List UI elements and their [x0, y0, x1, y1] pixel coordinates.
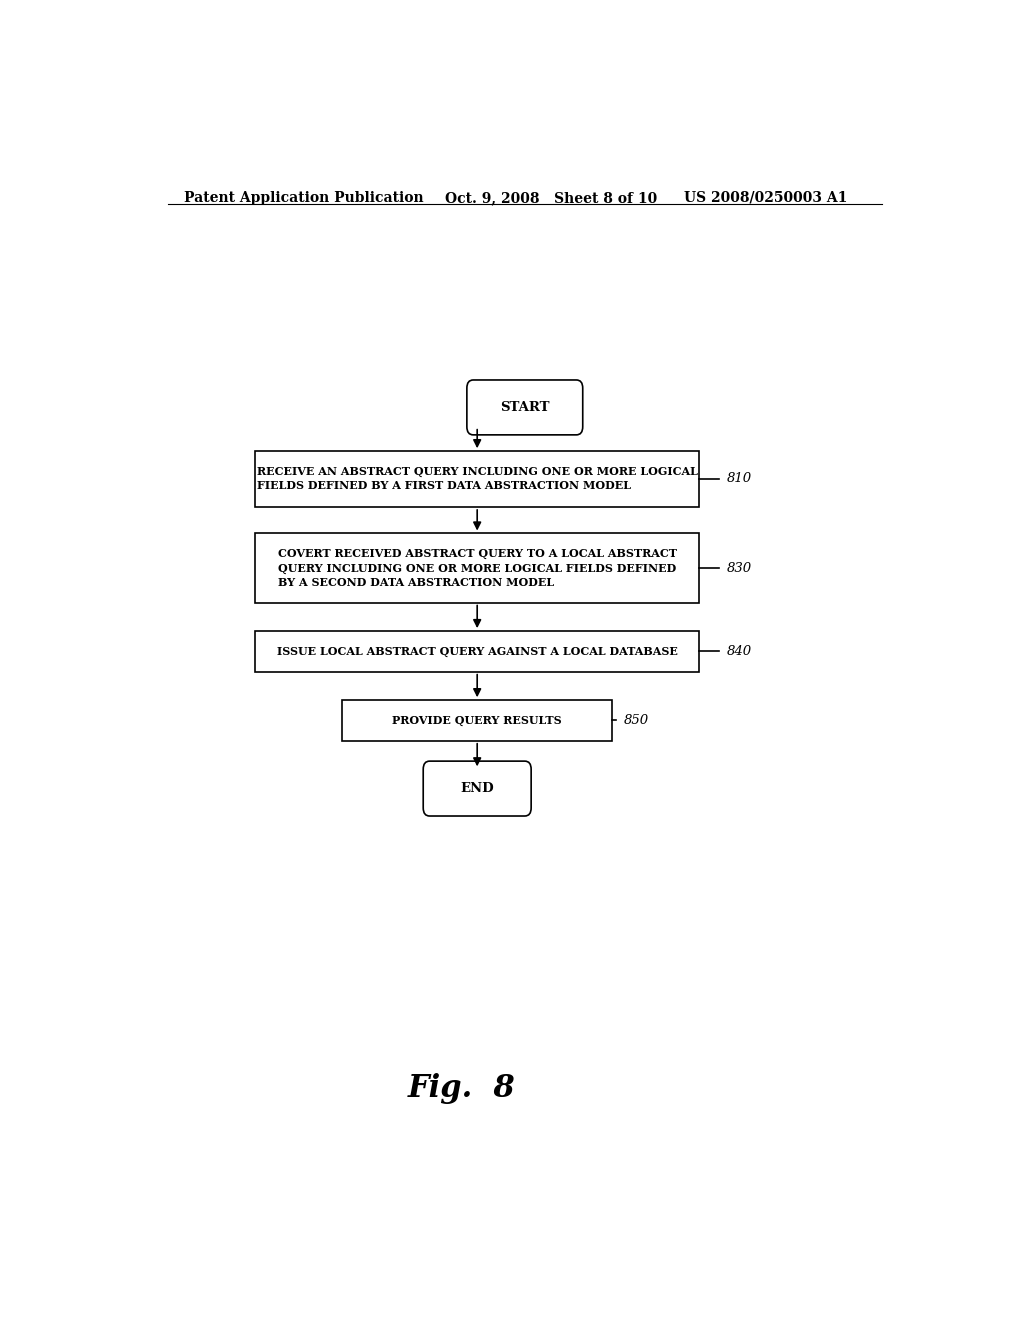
Text: START: START — [500, 401, 550, 414]
Text: Oct. 9, 2008   Sheet 8 of 10: Oct. 9, 2008 Sheet 8 of 10 — [445, 191, 657, 205]
Text: 810: 810 — [727, 473, 753, 484]
Text: 840: 840 — [727, 645, 753, 657]
FancyBboxPatch shape — [423, 762, 531, 816]
Text: 830: 830 — [727, 561, 753, 574]
Text: RECEIVE AN ABSTRACT QUERY INCLUDING ONE OR MORE LOGICAL
FIELDS DEFINED BY A FIRS: RECEIVE AN ABSTRACT QUERY INCLUDING ONE … — [257, 466, 697, 491]
Text: END: END — [461, 781, 494, 795]
FancyBboxPatch shape — [255, 533, 699, 602]
Text: US 2008/0250003 A1: US 2008/0250003 A1 — [684, 191, 847, 205]
Text: PROVIDE QUERY RESULTS: PROVIDE QUERY RESULTS — [392, 715, 562, 726]
Text: Patent Application Publication: Patent Application Publication — [183, 191, 423, 205]
Text: Fig.  8: Fig. 8 — [408, 1073, 515, 1104]
Text: 850: 850 — [624, 714, 649, 727]
FancyBboxPatch shape — [255, 631, 699, 672]
Text: COVERT RECEIVED ABSTRACT QUERY TO A LOCAL ABSTRACT
QUERY INCLUDING ONE OR MORE L: COVERT RECEIVED ABSTRACT QUERY TO A LOCA… — [278, 548, 677, 589]
FancyBboxPatch shape — [342, 700, 612, 741]
FancyBboxPatch shape — [467, 380, 583, 434]
FancyBboxPatch shape — [255, 450, 699, 507]
Text: ISSUE LOCAL ABSTRACT QUERY AGAINST A LOCAL DATABASE: ISSUE LOCAL ABSTRACT QUERY AGAINST A LOC… — [276, 645, 678, 657]
